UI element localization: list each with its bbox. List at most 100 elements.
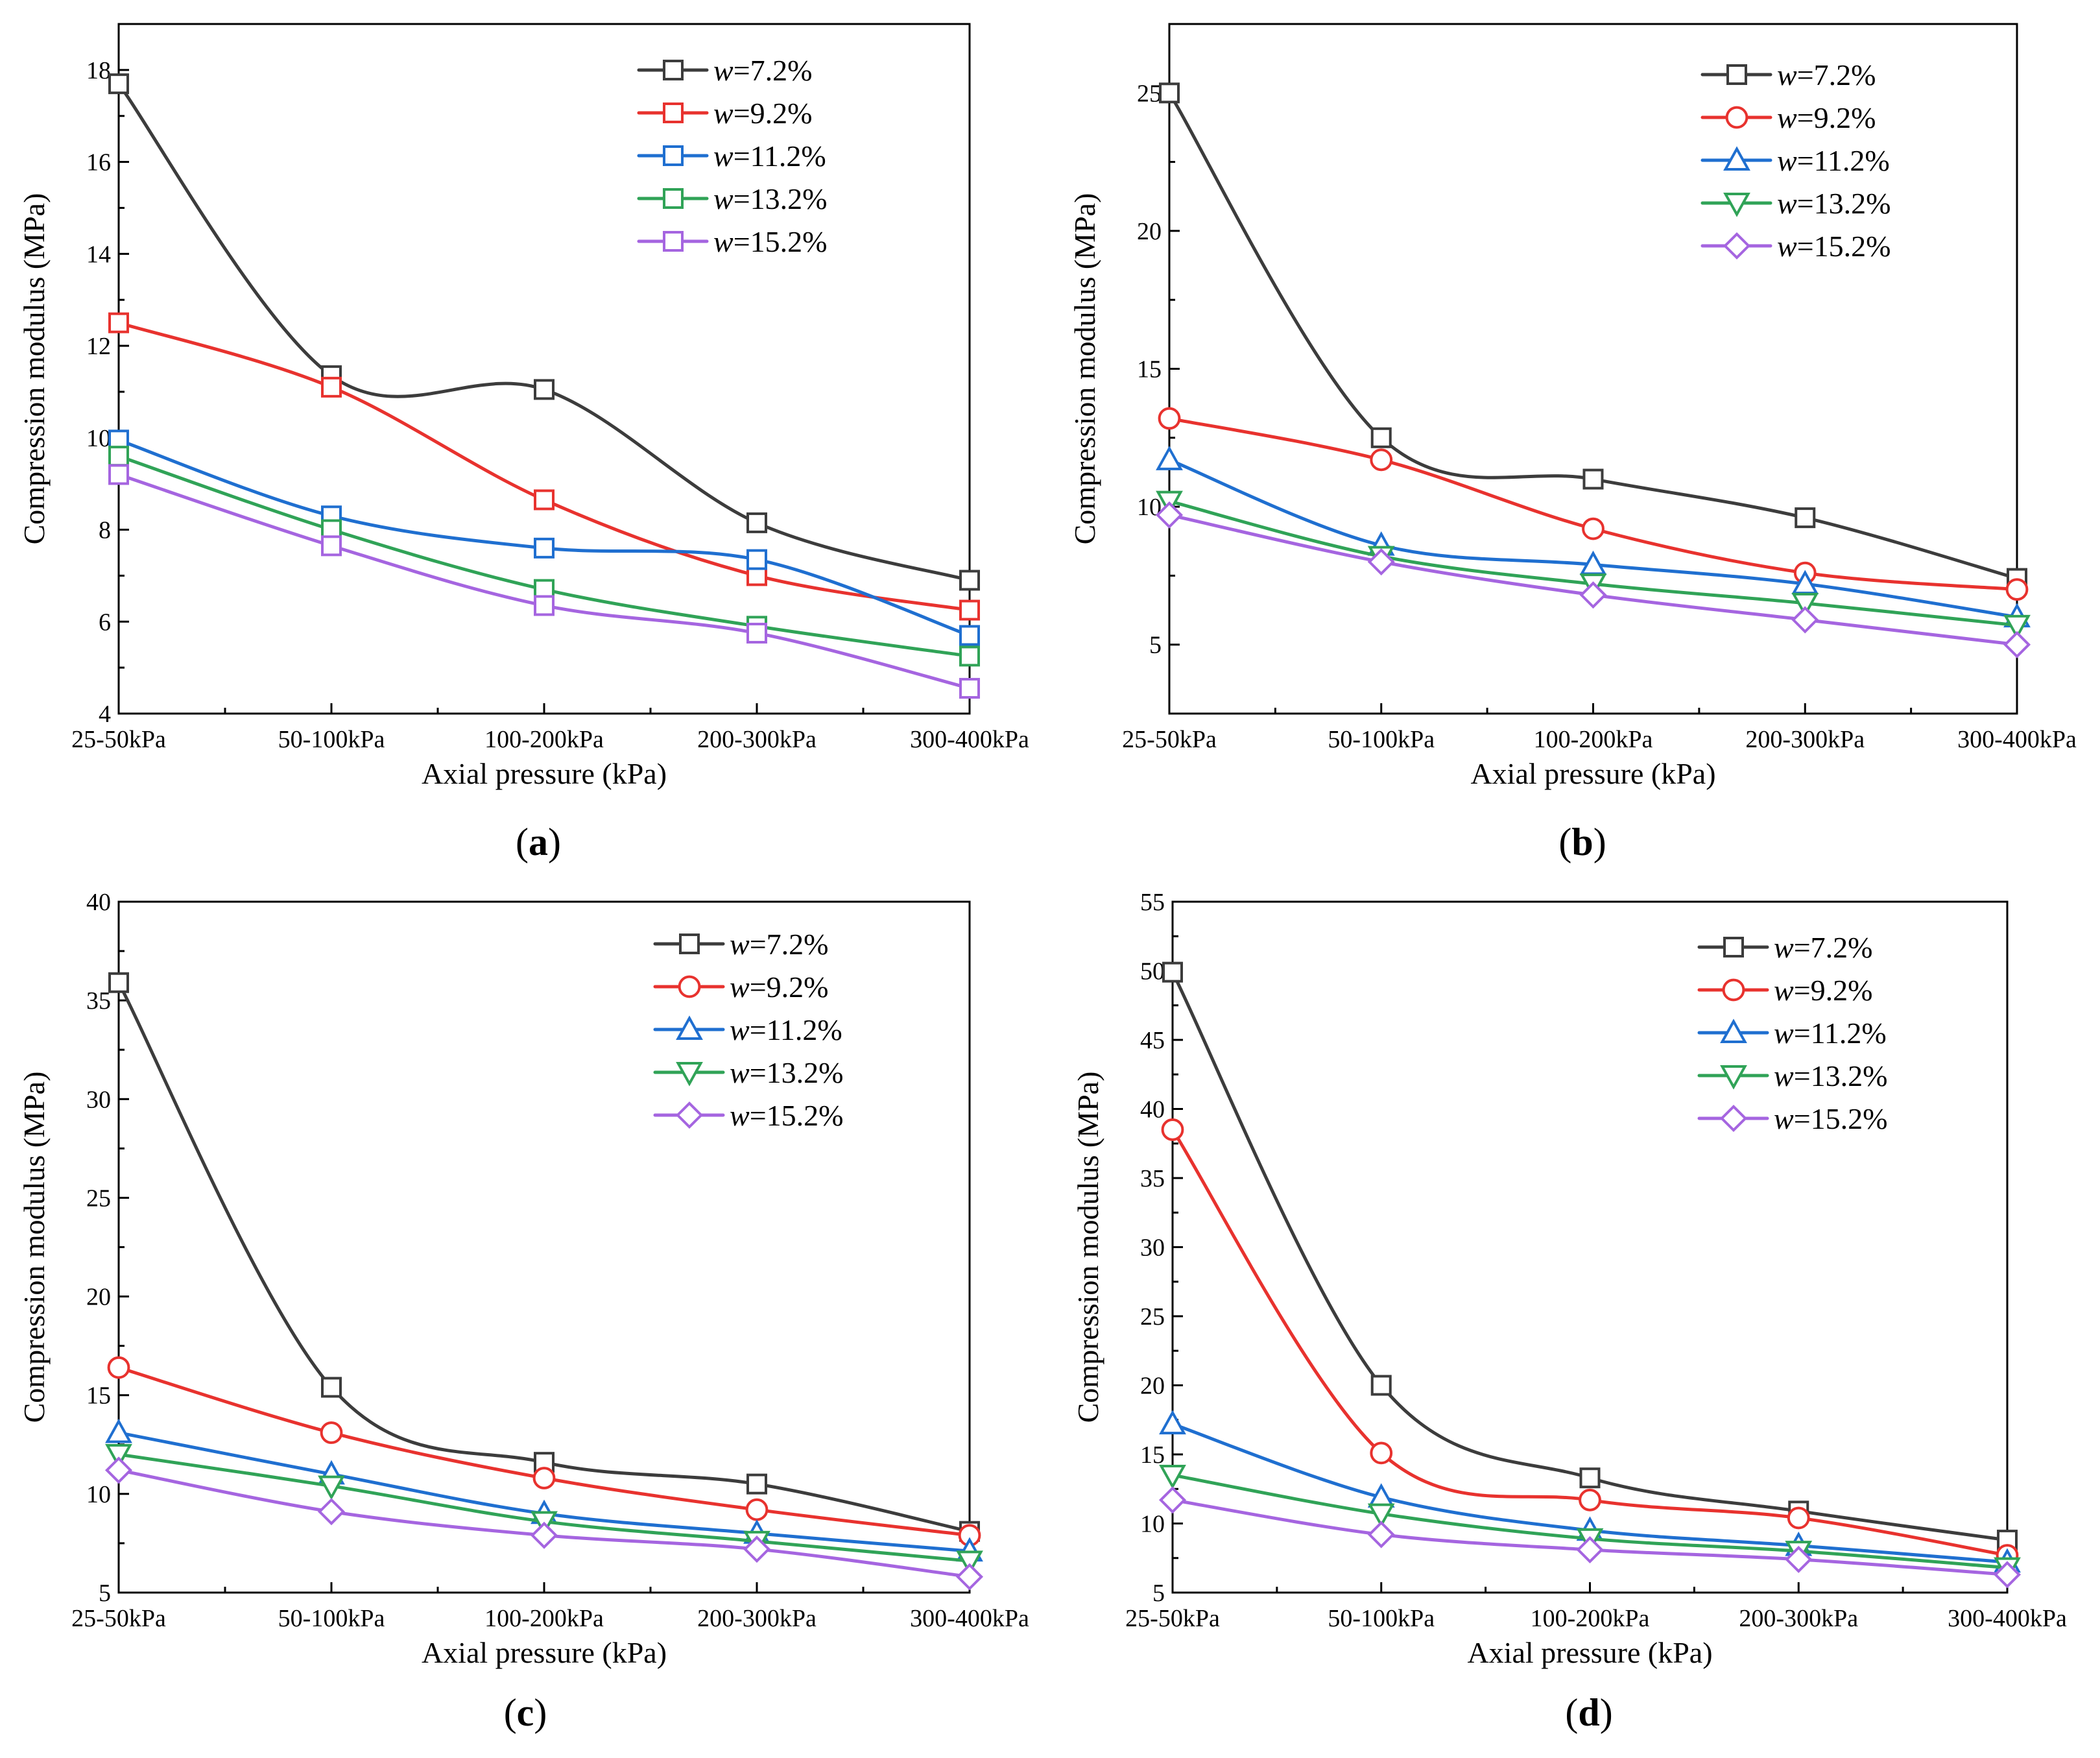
panel-label: (c) (504, 1691, 547, 1734)
data-point (1576, 1535, 1604, 1563)
y-tick-label: 35 (1140, 1165, 1165, 1192)
x-tick-label: 300-400kPa (910, 1605, 1029, 1632)
x-tick-label: 25-50kPa (71, 726, 166, 753)
data-point (1370, 427, 1392, 448)
y-axis-title: Compression modulus (MPa) (1071, 1072, 1104, 1423)
data-point (1161, 1118, 1184, 1141)
x-tick-label: 200-300kPa (697, 1605, 817, 1632)
legend-entry: w=13.2% (653, 1056, 843, 1089)
data-point (534, 537, 555, 559)
legend-marker (1720, 1065, 1747, 1090)
series-line (1171, 970, 2009, 1542)
legend-marker (1723, 232, 1751, 260)
series-5 (1155, 501, 2031, 658)
series-5 (108, 464, 980, 699)
legend-entry: w=11.2% (1697, 1017, 1887, 1050)
data-point (959, 645, 980, 667)
data-point (532, 1467, 556, 1489)
legend-entry: w=15.2% (1700, 230, 1891, 263)
data-point (1159, 1464, 1186, 1489)
legend-entry: w=9.2% (1700, 101, 1876, 134)
series-line (1167, 91, 2019, 581)
legend-marker (1725, 106, 1748, 129)
y-tick-label: 10 (86, 425, 111, 452)
series-2 (1158, 407, 2029, 601)
legend-marker (663, 60, 684, 80)
y-tick-label: 18 (86, 57, 111, 84)
data-point (530, 1521, 558, 1549)
x-axis-title: Axial pressure (kPa) (1470, 757, 1715, 790)
panel-label: (d) (1565, 1691, 1612, 1734)
data-point (1162, 961, 1183, 983)
series-1 (1159, 82, 2027, 589)
data-point (1159, 82, 1180, 104)
data-point (1579, 1488, 1601, 1511)
data-point (1158, 1486, 1187, 1514)
legend-entry: w=7.2% (1697, 931, 1872, 964)
x-tick-label: 50-100kPa (278, 1605, 385, 1632)
legend-marker (1726, 64, 1747, 85)
legend-marker (1723, 193, 1750, 217)
x-tick-label: 50-100kPa (1328, 1605, 1435, 1632)
data-point (745, 1498, 769, 1521)
x-tick-label: 200-300kPa (1745, 726, 1865, 753)
x-tick-label: 25-50kPa (1122, 726, 1217, 753)
y-tick-label: 20 (1137, 218, 1162, 245)
legend-label: w=15.2% (1777, 230, 1891, 263)
y-tick-label: 30 (1140, 1234, 1165, 1262)
x-tick-label: 100-200kPa (484, 726, 604, 753)
y-tick-label: 12 (86, 333, 111, 360)
data-point (321, 1377, 342, 1398)
legend-label: w=13.2% (730, 1056, 843, 1089)
y-tick-label: 15 (1137, 356, 1162, 383)
data-point (1156, 446, 1183, 470)
data-point (534, 595, 555, 616)
series-1 (1162, 961, 2018, 1551)
x-tick-label: 100-200kPa (1534, 726, 1653, 753)
legend-marker (1720, 1018, 1747, 1043)
legend-entry: w=9.2% (637, 97, 812, 130)
data-point (959, 625, 980, 646)
y-tick-label: 20 (86, 1284, 111, 1311)
legend-marker (678, 975, 701, 998)
legend-label: w=11.2% (730, 1013, 842, 1046)
data-point (1582, 468, 1604, 490)
legend-label: w=11.2% (1774, 1017, 1887, 1050)
y-tick-label: 25 (1137, 80, 1162, 107)
legend-entry: w=15.2% (653, 1099, 843, 1132)
data-point (746, 549, 767, 570)
x-axis-title: Axial pressure (kPa) (422, 757, 667, 790)
panel-label: (b) (1558, 821, 1606, 863)
legend-label: w=7.2% (1774, 931, 1872, 964)
legend-entry: w=11.2% (653, 1013, 842, 1046)
y-tick-label: 25 (86, 1185, 111, 1212)
y-tick-label: 10 (1140, 1511, 1165, 1538)
y-tick-label: 4 (99, 701, 111, 728)
data-point (1367, 548, 1395, 576)
data-point (321, 535, 342, 557)
legend-label: w=9.2% (1774, 974, 1872, 1007)
legend-entry: w=9.2% (653, 970, 828, 1004)
y-tick-label: 10 (86, 1481, 111, 1508)
legend-label: w=7.2% (713, 54, 812, 87)
legend-marker (663, 188, 684, 209)
series-4 (105, 1444, 983, 1575)
legend-marker (1722, 978, 1745, 1002)
data-point (2003, 614, 2031, 640)
legend-label: w=13.2% (713, 182, 827, 215)
y-tick-label: 20 (1140, 1373, 1165, 1400)
data-point (1367, 1503, 1395, 1528)
y-tick-label: 30 (86, 1086, 111, 1113)
legend-marker (1723, 937, 1744, 957)
data-point (1787, 1506, 1810, 1530)
chart-panel-1: 4 6 8 10 12 14 16 18 25-50kPa 50-100kPa 100-200kPa… (18, 23, 1029, 863)
legend-label: w=7.2% (1777, 58, 1876, 91)
data-point (317, 1498, 346, 1526)
x-tick-label: 50-100kPa (278, 726, 385, 753)
legend-entry: w=11.2% (1700, 144, 1890, 177)
y-tick-label: 15 (86, 1382, 111, 1410)
y-tick-label: 35 (86, 987, 111, 1015)
panel-label: (a) (516, 821, 561, 863)
data-point (534, 489, 555, 511)
series-line (117, 981, 972, 1534)
